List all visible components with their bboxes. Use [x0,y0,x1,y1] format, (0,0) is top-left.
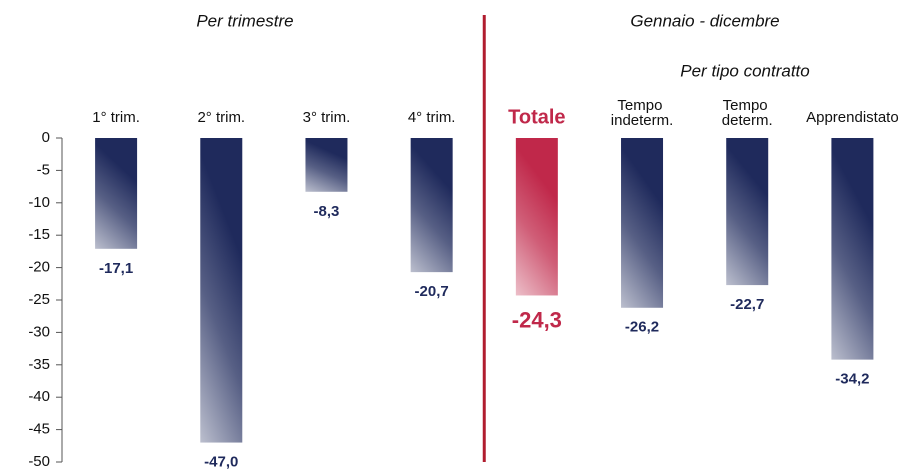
bar [200,138,243,443]
data-label: -20,7 [415,283,449,300]
y-tick-label: -10 [28,194,50,211]
bar [95,138,138,249]
data-label: -24,3 [512,307,562,332]
x-tick-label: Apprendistato [806,109,899,126]
bar [621,138,664,308]
y-tick-label: -50 [28,453,50,469]
x-tick-label: 2° trim. [197,109,245,126]
y-tick-label: -30 [28,323,50,340]
annotation: Per tipo contratto [680,61,809,80]
annotation: Per trimestre [196,11,293,30]
y-tick-label: -45 [28,421,50,438]
data-label: -8,3 [314,203,340,220]
y-tick-label: -20 [28,259,50,276]
data-label: -26,2 [625,319,659,336]
x-tick-label: Tempo determ. [722,97,773,129]
y-tick-label: -40 [28,388,50,405]
x-tick-label: Tempo indeterm. [611,97,674,129]
y-tick-label: -5 [37,161,50,178]
bar [726,138,769,286]
data-label: -17,1 [99,260,133,277]
bar [305,138,348,192]
y-tick-label: -25 [28,291,50,308]
data-label: -22,7 [730,296,764,313]
annotation: Gennaio - dicembre [630,11,779,30]
data-label: -34,2 [835,371,869,388]
y-tick-label: -35 [28,356,50,373]
bar [410,138,453,273]
x-tick-label: Totale [508,106,565,128]
bar [515,138,558,296]
bar [831,138,874,360]
data-label: -47,0 [204,454,238,469]
y-tick-label: 0 [42,129,50,146]
x-tick-label: 4° trim. [408,109,456,126]
x-tick-label: 1° trim. [92,109,140,126]
x-tick-label: 3° trim. [303,109,351,126]
y-tick-label: -15 [28,226,50,243]
